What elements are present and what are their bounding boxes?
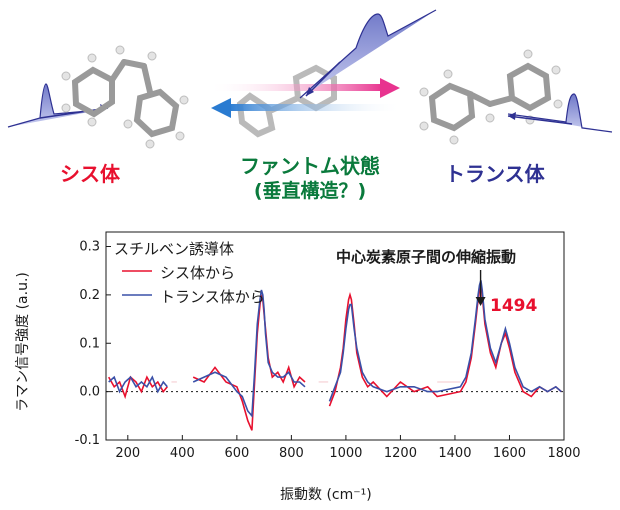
vibration-annotation: 中心炭素原子間の伸縮振動 <box>336 248 517 266</box>
phantom-molecule-icon <box>236 64 337 138</box>
cis-molecule-icon <box>71 59 180 138</box>
x-axis-label: 振動数 (cm⁻¹) <box>280 487 372 503</box>
plot-frame <box>105 231 565 441</box>
y-axis-label: ラマン信号強度 (a.u.) <box>15 272 31 412</box>
legend-item-trans: トランス体から <box>160 288 265 306</box>
y-tick-label: 0.0 <box>79 385 100 400</box>
x-tick-label: 1800 <box>547 446 580 461</box>
series-line-1 <box>192 289 306 418</box>
forward-arrow-icon <box>208 78 400 98</box>
y-tick-label: 0.3 <box>79 240 100 255</box>
series-line-1 <box>328 280 562 402</box>
legend-title: スチルベン誘導体 <box>114 240 235 258</box>
trans-label: トランス体 <box>445 162 545 186</box>
series-line-1 <box>108 375 168 394</box>
y-tick-label: 0.1 <box>79 336 100 351</box>
y-tick-label: 0.2 <box>79 288 100 303</box>
series-line-0 <box>328 284 562 407</box>
cis-hydrogens-icon <box>61 45 189 149</box>
x-tick-label: 1200 <box>384 446 417 461</box>
y-tick-label: -0.1 <box>75 433 100 448</box>
phantom-state-sublabel: (垂直構造？) <box>253 180 367 202</box>
pulse-right-icon <box>507 93 613 133</box>
x-tick-label: 1400 <box>438 446 471 461</box>
peak-arrowhead-icon <box>475 297 486 306</box>
series-line-0 <box>108 375 168 400</box>
trans-molecule-icon <box>428 62 552 132</box>
x-tick-label: 200 <box>115 446 140 461</box>
backward-arrow-icon <box>211 98 403 118</box>
peak-value-label: 1494 <box>490 296 538 316</box>
pulse-top-icon <box>299 9 437 99</box>
x-tick-label: 400 <box>170 446 195 461</box>
legend-item-cis: シス体から <box>160 264 236 282</box>
x-tick-label: 1000 <box>329 446 362 461</box>
x-tick-label: 1600 <box>493 446 526 461</box>
x-tick-label: 600 <box>224 446 249 461</box>
series-line-0 <box>192 294 306 431</box>
phantom-state-label: ファントム状態 <box>240 154 380 178</box>
cis-label: シス体 <box>60 162 120 186</box>
x-tick-label: 800 <box>279 446 304 461</box>
raman-plot: 200 400 600 800 1000 1200 1400 1600 1800 0.0 0.1 0.… <box>75 231 581 461</box>
trans-hydrogens-icon <box>419 49 563 145</box>
